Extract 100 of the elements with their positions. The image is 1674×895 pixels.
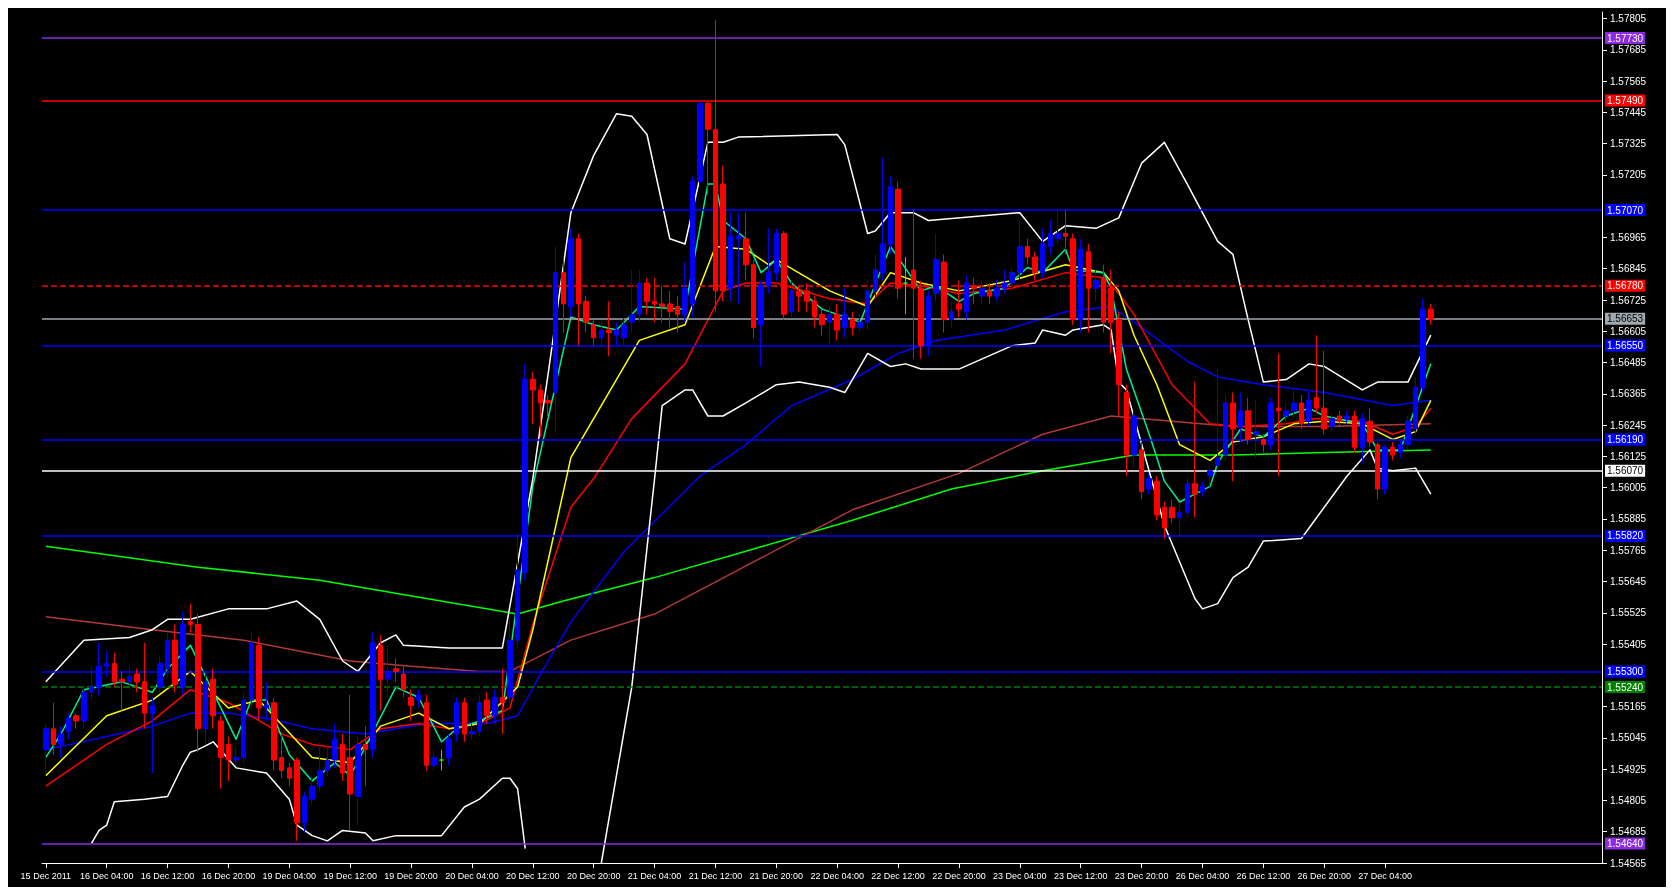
candlestick [728, 212, 733, 302]
candlestick [538, 384, 543, 438]
ref-line-label: 1.54640 [1607, 837, 1644, 849]
candlestick [454, 696, 459, 743]
candlestick [210, 668, 216, 730]
candlestick [309, 775, 315, 805]
candlestick [325, 743, 330, 777]
candlestick [279, 733, 284, 779]
x-tick-label: 26 Dec 12:00 [1236, 870, 1291, 881]
ref-line-label: 1.55240 [1607, 681, 1644, 693]
candlestick [789, 279, 794, 318]
x-tick-label: 20 Dec 12:00 [506, 870, 560, 881]
candlestick [1185, 478, 1190, 519]
candlestick [1025, 238, 1030, 266]
candlestick [1116, 311, 1122, 417]
candlestick [1306, 392, 1312, 427]
candlestick [1245, 397, 1251, 446]
candlestick [1124, 384, 1129, 477]
y-tick-label: 1.57805 [1610, 13, 1647, 25]
candlestick [933, 233, 939, 302]
candlestick [378, 634, 383, 712]
x-tick-label: 22 Dec 04:00 [810, 870, 864, 881]
candlestick [172, 624, 178, 693]
candlestick [401, 665, 406, 698]
candlestick [431, 749, 437, 771]
candlestick [462, 696, 467, 743]
candlestick [226, 736, 231, 782]
candlestick [1146, 472, 1152, 495]
candlestick [271, 696, 277, 771]
candlestick [500, 668, 505, 735]
candlestick [1139, 441, 1144, 500]
candlestick [1169, 498, 1175, 524]
candlestick [287, 762, 292, 787]
y-tick-label: 1.54925 [1610, 763, 1647, 775]
x-tick-label: 15 Dec 2011 [20, 870, 71, 881]
ref-line-label: 1.57070 [1607, 204, 1644, 216]
x-tick-label: 16 Dec 12:00 [140, 870, 195, 881]
candlestick [736, 212, 741, 305]
candlestick [819, 308, 825, 336]
y-tick-label: 1.56365 [1610, 388, 1647, 400]
candlestick [1048, 220, 1053, 255]
candlestick [903, 256, 908, 315]
candlestick [964, 274, 969, 321]
candlestick [1299, 394, 1304, 430]
candlestick [545, 394, 551, 417]
candlestick [1321, 350, 1327, 435]
candlestick [1329, 412, 1335, 433]
candlestick [355, 736, 361, 826]
y-tick-label: 1.55885 [1610, 513, 1647, 525]
y-tick-label: 1.56125 [1610, 450, 1647, 462]
candlestick [1093, 269, 1099, 302]
candlestick [1428, 303, 1434, 326]
candlestick [1009, 266, 1015, 292]
y-tick-label: 1.56725 [1610, 294, 1647, 306]
candlestick [979, 279, 985, 305]
candlestick [1390, 441, 1395, 461]
candlestick [142, 642, 147, 730]
candlestick [134, 668, 140, 693]
candlestick [188, 603, 193, 633]
candlestick [1314, 334, 1319, 414]
x-tick-label: 27 Dec 04:00 [1358, 870, 1412, 881]
candlestick [66, 712, 71, 740]
x-tick-label: 26 Dec 04:00 [1175, 870, 1230, 881]
candlestick [424, 694, 429, 771]
candlestick [667, 290, 673, 328]
candlestick [340, 733, 345, 782]
y-tick-label: 1.56845 [1610, 263, 1647, 275]
x-tick-label: 20 Dec 04:00 [445, 870, 499, 881]
candlestick [477, 694, 482, 738]
y-tick-label: 1.55165 [1610, 701, 1647, 713]
x-tick-label: 16 Dec 04:00 [79, 870, 134, 881]
ref-line-label: 1.56190 [1607, 433, 1644, 445]
candlestick [195, 613, 201, 753]
ref-line-label: 1.55300 [1607, 665, 1644, 677]
x-tick-label: 26 Dec 20:00 [1297, 870, 1352, 881]
candlestick [1207, 465, 1213, 487]
candlestick [637, 269, 642, 323]
y-tick-label: 1.56965 [1610, 231, 1647, 243]
candlestick [408, 689, 414, 722]
line-series [90, 741, 526, 850]
y-tick-label: 1.57685 [1610, 44, 1647, 56]
candlestick [834, 303, 840, 341]
candlestick [492, 689, 498, 725]
candlestick [743, 212, 749, 281]
candlestick [857, 313, 863, 334]
candlestick [1283, 402, 1289, 425]
candlestick [1063, 209, 1068, 255]
candlestick [1200, 480, 1205, 498]
x-tick-label: 22 Dec 20:00 [932, 870, 986, 881]
y-tick-label: 1.57565 [1610, 75, 1647, 87]
candlestick [1017, 220, 1023, 281]
ref-line-label: 1.57490 [1607, 95, 1644, 107]
candlestick [317, 746, 323, 792]
candlestick [1367, 407, 1373, 448]
x-tick-label: 23 Dec 20:00 [1114, 870, 1169, 881]
x-tick-label: 23 Dec 04:00 [993, 870, 1047, 881]
candlestick [1002, 269, 1007, 294]
x-tick-label: 16 Dec 20:00 [201, 870, 256, 881]
y-tick-label: 1.56485 [1610, 357, 1647, 369]
candlestick [865, 279, 870, 331]
